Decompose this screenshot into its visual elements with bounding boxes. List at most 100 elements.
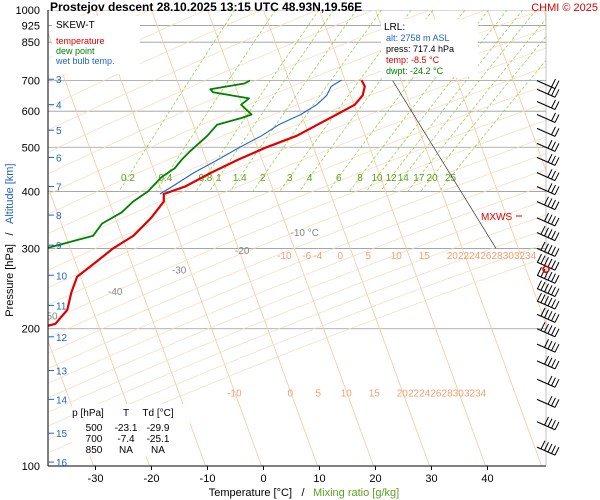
wind-barb-flag bbox=[554, 157, 560, 166]
wind-barb-flag bbox=[547, 154, 553, 163]
wind-barb-flag bbox=[547, 297, 553, 307]
altitude-tick-label: 8 bbox=[56, 211, 62, 222]
mixing-ratio-line bbox=[229, 10, 357, 192]
wind-barb-flag bbox=[554, 186, 560, 195]
lrl-title: LRL: bbox=[384, 22, 405, 33]
isotherm-label-top: 34 bbox=[475, 388, 487, 399]
isotherm-label-mid: 32 bbox=[514, 251, 526, 262]
dry-adiabat-line bbox=[48, 10, 430, 175]
wind-barb-flag bbox=[544, 227, 549, 237]
wind-barb-flag bbox=[551, 286, 556, 296]
x-axis-title-mixing: Mixing ratio [g/kg] bbox=[313, 487, 399, 499]
data-table-box bbox=[72, 404, 190, 456]
wetbulb-line bbox=[159, 79, 342, 195]
wind-barb-flag bbox=[554, 217, 560, 227]
lrl-temperature: temp: -8.5 °C bbox=[386, 55, 440, 65]
isotherm-label-mid: 5 bbox=[366, 251, 372, 262]
wind-barb-staff bbox=[536, 172, 556, 182]
wind-barb-flag bbox=[554, 172, 560, 181]
dry-adiabat-line bbox=[48, 120, 546, 322]
wind-barb-flag bbox=[554, 343, 560, 353]
wind-barb-flag bbox=[540, 255, 546, 264]
wind-barb-staff bbox=[536, 288, 556, 298]
isotherm-label-top: 30 bbox=[453, 388, 465, 399]
wind-barb-flag bbox=[554, 128, 560, 137]
table-header: T bbox=[123, 408, 129, 419]
mixing-ratio-label: 20 bbox=[427, 173, 439, 184]
isotherm-label-top: 32 bbox=[464, 388, 476, 399]
wind-barb-flag bbox=[554, 300, 560, 310]
dry-adiabat-line bbox=[48, 10, 318, 131]
wind-barb-flag bbox=[547, 357, 553, 366]
wind-barb-flag bbox=[551, 445, 556, 454]
wind-barb-flag bbox=[547, 285, 553, 294]
isotherm-label-mid: -4 bbox=[313, 251, 322, 262]
wind-barb-flag bbox=[540, 241, 546, 251]
altitude-tick-label: 15 bbox=[56, 429, 68, 440]
altitude-tick-label: 4 bbox=[56, 101, 62, 112]
wind-barb-flag bbox=[554, 114, 560, 123]
wind-barb bbox=[536, 440, 560, 456]
y-tick-label: 925 bbox=[22, 20, 40, 32]
wind-barb bbox=[536, 225, 560, 242]
isotherm-line bbox=[263, 10, 430, 466]
temperature-line bbox=[48, 79, 366, 327]
x-tick-label: -30 bbox=[88, 473, 104, 485]
isotherm-label-mid: 15 bbox=[419, 251, 431, 262]
wind-barb-flag bbox=[551, 359, 556, 368]
wind-barb-staff bbox=[536, 313, 556, 323]
wind-barb-staff bbox=[536, 247, 556, 257]
wind-barb-flag bbox=[554, 378, 560, 388]
wind-barb-flag bbox=[540, 268, 546, 278]
adiabat-label: -40 bbox=[108, 287, 123, 298]
wind-barb-flag bbox=[547, 198, 553, 207]
wind-barb bbox=[536, 339, 560, 353]
isotherm-label-top: 5 bbox=[316, 388, 322, 399]
mixing-ratio-line bbox=[195, 10, 320, 192]
lrl-altitude: alt: 2758 m ASL bbox=[386, 33, 450, 43]
table-cell: -25.1 bbox=[147, 434, 170, 445]
wind-barbs bbox=[536, 78, 560, 456]
dry-adiabat-line bbox=[48, 184, 546, 384]
wind-barb bbox=[536, 139, 560, 152]
wind-barb-flag bbox=[551, 112, 556, 122]
y-axis-title-sep: / bbox=[4, 232, 16, 236]
wind-barb-flag bbox=[544, 283, 549, 292]
wind-barb bbox=[536, 241, 560, 257]
wind-barb-staff bbox=[536, 328, 556, 338]
wind-barb-staff bbox=[536, 421, 556, 431]
wind-barb bbox=[536, 99, 560, 111]
dry-adiabat-line bbox=[48, 28, 546, 234]
legend-item-temperature: temperature bbox=[56, 36, 105, 46]
wind-barb-staff bbox=[536, 343, 556, 353]
wind-barb-staff bbox=[536, 113, 556, 123]
table-cell: 500 bbox=[86, 423, 103, 434]
x-tick-label: -20 bbox=[144, 473, 160, 485]
adiabat-label: -10 °C bbox=[291, 228, 319, 239]
wind-barb-flag bbox=[554, 421, 560, 431]
wind-barb-flag bbox=[551, 273, 556, 282]
dry-adiabat-line bbox=[48, 257, 546, 454]
wind-barb bbox=[536, 307, 560, 323]
isotherm-label-mid: 34 bbox=[525, 251, 537, 262]
y-tick-label: 850 bbox=[22, 37, 40, 49]
wind-barb-flag bbox=[551, 78, 556, 88]
wind-barb-flag bbox=[537, 267, 542, 276]
isotherm-label-top: 0 bbox=[288, 388, 294, 399]
isotherm-label-top: 24 bbox=[419, 388, 431, 399]
wind-barb bbox=[536, 154, 560, 166]
lrl-box bbox=[381, 19, 478, 77]
legend-item-dew-point: dew point bbox=[56, 46, 95, 56]
dry-adiabat-line bbox=[48, 66, 546, 271]
adiabat-label: -20 bbox=[235, 246, 250, 257]
wind-barb-flag bbox=[547, 340, 553, 350]
wind-barb bbox=[536, 126, 560, 137]
wind-barb-flag bbox=[544, 339, 549, 348]
altitude-tick-label: 5 bbox=[56, 126, 62, 137]
dry-adiabat-line bbox=[48, 10, 262, 108]
wind-barb-flag bbox=[540, 440, 546, 449]
wind-barb-flag bbox=[547, 395, 553, 405]
mixing-ratio-label: 3 bbox=[287, 173, 293, 184]
